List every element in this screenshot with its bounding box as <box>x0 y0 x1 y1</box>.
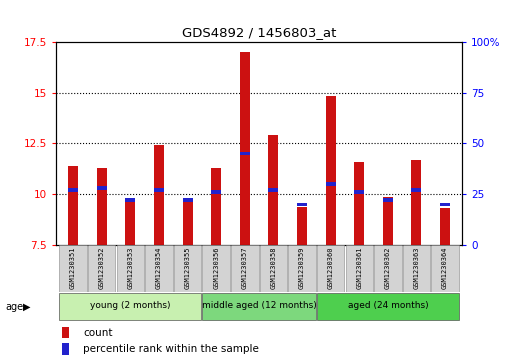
Bar <box>68 166 78 245</box>
Bar <box>440 203 450 206</box>
Bar <box>211 190 221 194</box>
Bar <box>297 207 307 245</box>
Text: GSM1230359: GSM1230359 <box>299 246 305 289</box>
FancyBboxPatch shape <box>59 293 201 320</box>
Bar <box>68 188 78 192</box>
Text: GSM1230354: GSM1230354 <box>156 246 162 289</box>
FancyBboxPatch shape <box>317 245 344 292</box>
FancyBboxPatch shape <box>317 293 459 320</box>
Bar <box>125 199 135 202</box>
Text: GSM1230358: GSM1230358 <box>270 246 276 289</box>
Text: aged (24 months): aged (24 months) <box>347 301 428 310</box>
Bar <box>268 135 278 245</box>
Bar <box>182 198 193 245</box>
FancyBboxPatch shape <box>145 245 173 292</box>
Text: percentile rank within the sample: percentile rank within the sample <box>83 344 259 354</box>
Bar <box>154 188 164 192</box>
Bar <box>182 199 193 202</box>
Bar <box>154 146 164 245</box>
FancyBboxPatch shape <box>288 245 316 292</box>
FancyBboxPatch shape <box>403 245 430 292</box>
FancyBboxPatch shape <box>260 245 287 292</box>
FancyBboxPatch shape <box>231 245 259 292</box>
Bar <box>326 182 336 186</box>
Text: young (2 months): young (2 months) <box>90 301 171 310</box>
Bar <box>326 95 336 245</box>
FancyBboxPatch shape <box>174 245 201 292</box>
Bar <box>440 208 450 245</box>
Text: GSM1230362: GSM1230362 <box>385 246 391 289</box>
Text: GSM1230361: GSM1230361 <box>356 246 362 289</box>
FancyBboxPatch shape <box>374 245 402 292</box>
Text: ▶: ▶ <box>23 302 30 312</box>
Bar <box>354 162 364 245</box>
Text: GSM1230356: GSM1230356 <box>213 246 219 289</box>
FancyBboxPatch shape <box>431 245 459 292</box>
FancyBboxPatch shape <box>345 245 373 292</box>
FancyBboxPatch shape <box>202 293 316 320</box>
Bar <box>411 188 422 192</box>
Text: GSM1230357: GSM1230357 <box>242 246 248 289</box>
Bar <box>62 327 70 338</box>
Bar <box>125 200 135 245</box>
Bar <box>383 199 393 202</box>
Bar <box>97 168 107 245</box>
Bar <box>240 152 250 155</box>
Bar <box>240 52 250 245</box>
Text: middle aged (12 months): middle aged (12 months) <box>202 301 316 310</box>
Bar <box>62 343 70 355</box>
FancyBboxPatch shape <box>202 245 230 292</box>
Bar <box>383 197 393 245</box>
FancyBboxPatch shape <box>59 245 87 292</box>
Bar <box>268 188 278 192</box>
FancyBboxPatch shape <box>116 245 144 292</box>
Bar <box>97 186 107 190</box>
Title: GDS4892 / 1456803_at: GDS4892 / 1456803_at <box>182 26 336 39</box>
Text: count: count <box>83 327 112 338</box>
Text: age: age <box>5 302 23 312</box>
Text: GSM1230353: GSM1230353 <box>128 246 133 289</box>
Text: GSM1230351: GSM1230351 <box>70 246 76 289</box>
Text: GSM1230364: GSM1230364 <box>442 246 448 289</box>
Text: GSM1230360: GSM1230360 <box>328 246 334 289</box>
Bar <box>354 190 364 194</box>
Bar <box>211 168 221 245</box>
Text: GSM1230355: GSM1230355 <box>184 246 190 289</box>
FancyBboxPatch shape <box>88 245 115 292</box>
Bar <box>297 203 307 206</box>
Text: GSM1230363: GSM1230363 <box>414 246 420 289</box>
Bar <box>411 160 422 245</box>
Text: GSM1230352: GSM1230352 <box>99 246 105 289</box>
